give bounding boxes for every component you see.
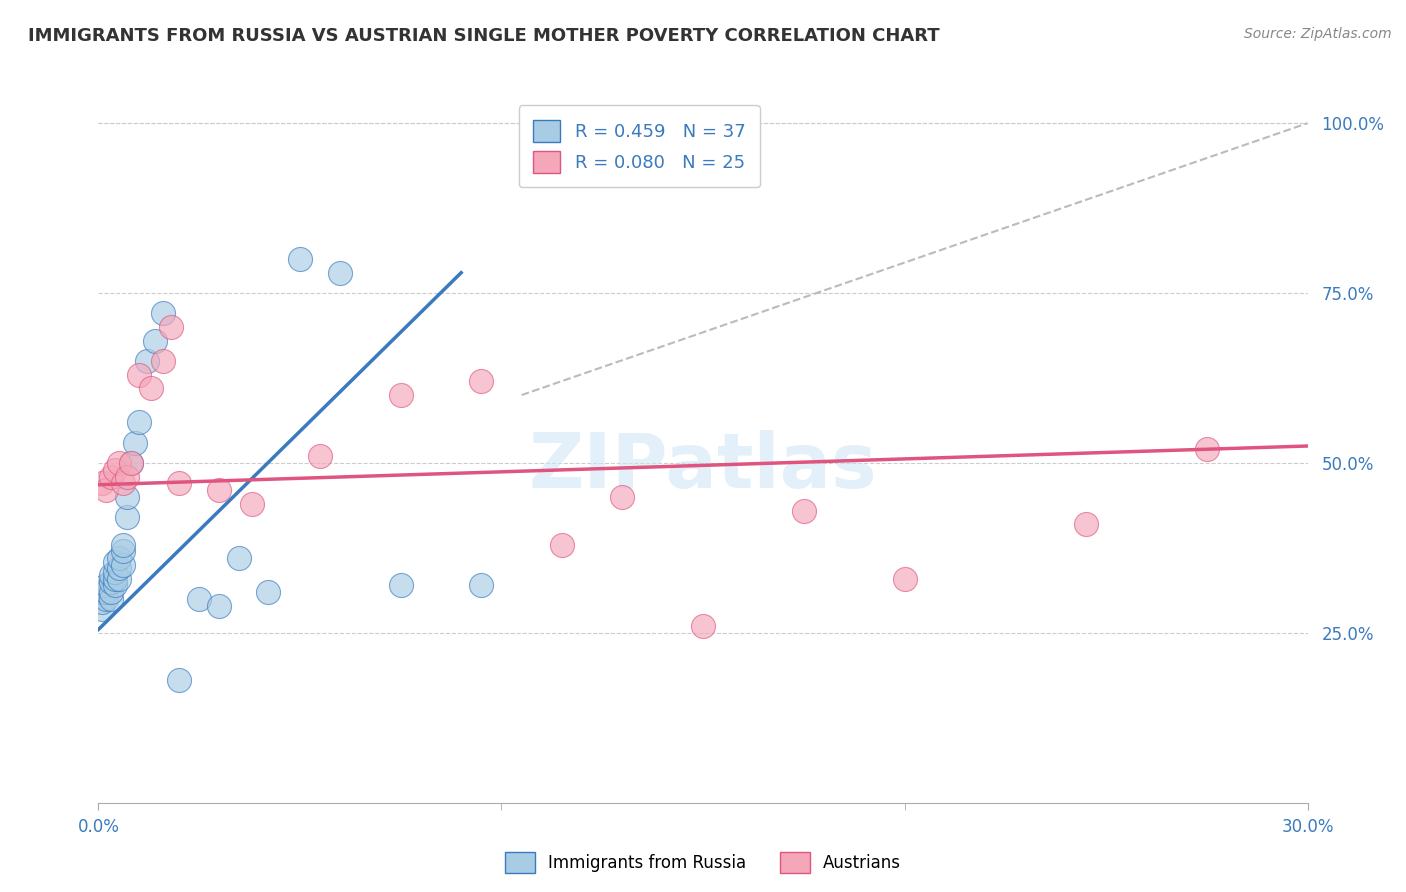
Point (100, 585, 122, 599)
Point (256, 585, 278, 599)
Point (91, 476, 114, 491)
Point (91, 602, 114, 616)
Point (124, 435, 146, 450)
Point (96, 591, 118, 606)
Point (96, 578, 118, 592)
Point (128, 368, 150, 382)
Point (120, 456, 142, 470)
Point (96, 483, 118, 498)
Point (612, 490, 634, 504)
Legend: Immigrants from Russia, Austrians: Immigrants from Russia, Austrians (498, 846, 908, 880)
Point (152, 354, 174, 368)
Point (100, 591, 122, 606)
Point (208, 599, 231, 613)
Point (96, 585, 118, 599)
Point (288, 252, 311, 266)
Point (107, 561, 129, 575)
Text: Source: ZipAtlas.com: Source: ZipAtlas.com (1244, 27, 1392, 41)
Point (692, 619, 714, 633)
Point (309, 449, 332, 463)
Point (100, 469, 122, 483)
Point (470, 375, 492, 389)
Text: IMMIGRANTS FROM RUSSIA VS AUSTRIAN SINGLE MOTHER POVERTY CORRELATION CHART: IMMIGRANTS FROM RUSSIA VS AUSTRIAN SINGL… (28, 27, 939, 45)
Point (115, 469, 138, 483)
Point (120, 456, 142, 470)
Point (188, 591, 211, 606)
Text: ZIPatlas: ZIPatlas (529, 431, 877, 504)
Point (103, 572, 125, 586)
Point (111, 476, 134, 491)
Legend: R = 0.459   N = 37, R = 0.080   N = 25: R = 0.459 N = 37, R = 0.080 N = 25 (519, 105, 759, 187)
Point (160, 320, 183, 334)
Point (793, 503, 815, 517)
Point (551, 537, 574, 551)
Point (107, 551, 129, 566)
Point (893, 572, 915, 586)
Point (100, 568, 122, 582)
Point (111, 544, 134, 558)
Point (135, 354, 157, 368)
Point (389, 578, 412, 592)
Point (470, 578, 492, 592)
Point (91, 585, 114, 599)
Point (329, 266, 352, 280)
Point (103, 565, 125, 579)
Point (91, 595, 114, 609)
Point (128, 415, 150, 429)
Point (111, 558, 134, 572)
Point (103, 463, 125, 477)
Point (167, 673, 190, 688)
Point (103, 578, 125, 592)
Point (115, 490, 138, 504)
Point (115, 510, 138, 524)
Point (240, 497, 263, 511)
Point (103, 555, 125, 569)
Point (139, 381, 162, 395)
Point (100, 574, 122, 589)
Point (1195, 442, 1218, 457)
Point (111, 537, 134, 551)
Point (143, 334, 166, 348)
Point (152, 306, 174, 320)
Point (107, 572, 129, 586)
Point (228, 551, 250, 566)
Point (107, 456, 129, 470)
Point (1074, 517, 1097, 532)
Point (389, 388, 412, 402)
Point (208, 483, 231, 498)
Point (167, 476, 190, 491)
